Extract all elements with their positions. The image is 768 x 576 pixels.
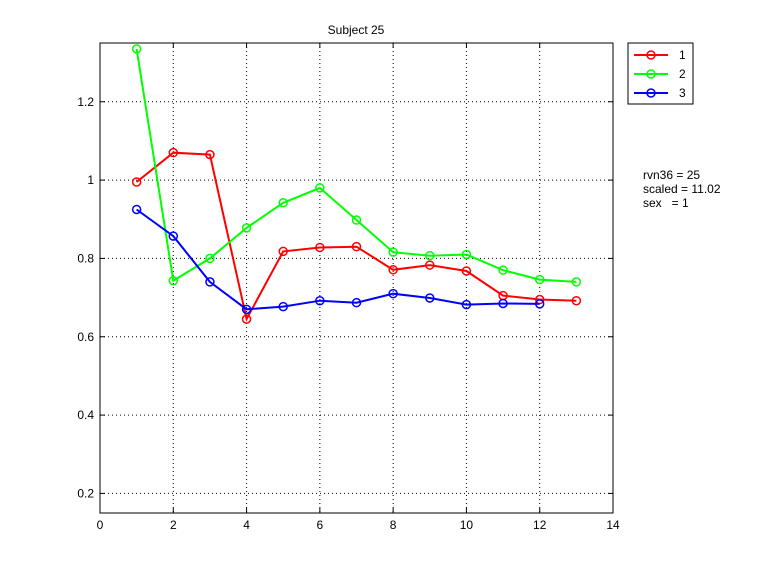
data-point-1 [315,242,325,253]
data-point-1 [131,177,142,187]
y-tick-label: 1.2 [77,95,94,109]
data-point-1 [241,314,252,324]
annotation-scaled: scaled = 11.02 [643,182,721,196]
x-tick-label: 14 [606,518,620,532]
series-line-1 [135,151,577,322]
x-tick-label: 0 [97,518,104,532]
chart-title: Subject 25 [328,23,385,37]
y-tick-label: 0.8 [77,251,94,265]
axes-background [100,43,613,513]
legend-marker-2 [646,69,656,79]
legend-label-1: 1 [679,48,686,62]
data-point-2 [461,249,472,260]
data-point-2 [168,275,179,286]
data-point-3 [278,301,288,312]
x-tick-label: 8 [390,518,397,532]
data-point-2 [131,44,142,54]
data-point-3 [168,231,179,241]
plot-area: 0 2 4 6 8 10 12 14 0.2 0.4 0.6 0.8 1 1.2 [77,42,620,532]
legend-marker-3 [646,88,656,98]
annotation-rvn36: rvn36 = 25 [643,168,701,182]
annotation-sex: sex = 1 [643,196,689,210]
data-point-3 [351,297,362,308]
data-point-1 [571,295,582,306]
data-point-2 [425,250,435,261]
data-point-1 [425,260,435,270]
data-point-3 [425,293,435,303]
legend-marker-1 [646,50,656,60]
legend-label-2: 2 [679,67,686,81]
data-point-1 [461,266,472,276]
data-point-2 [241,223,252,233]
data-point-2 [498,265,508,275]
data-point-1 [388,265,398,275]
data-point-2 [388,247,398,257]
data-point-2 [534,274,545,285]
y-tick-label: 1 [87,173,94,187]
series-line-2 [135,48,577,283]
data-point-1 [168,147,179,158]
data-point-3 [315,295,325,306]
data-point-3 [131,204,142,215]
y-tick-label: 0.2 [77,486,94,500]
x-tick-label: 4 [243,518,250,532]
x-tick-label: 2 [170,518,177,532]
axes-box [99,42,614,514]
data-point-2 [205,253,215,264]
data-point-3 [205,277,215,287]
data-point-3 [461,299,472,310]
data-point-3 [388,288,398,299]
x-tick-label: 6 [317,518,324,532]
data-point-1 [278,246,288,257]
data-point-2 [571,277,582,287]
x-tick-label: 10 [460,518,474,532]
legend-label-3: 3 [679,86,686,100]
legend: 1 2 3 [627,42,694,105]
data-point-1 [205,149,215,160]
data-point-1 [534,294,545,305]
data-point-3 [241,304,252,315]
y-tick-label: 0.6 [77,330,94,344]
x-tick-label: 12 [533,518,547,532]
data-point-2 [278,198,288,208]
data-point-1 [351,241,362,252]
data-point-3 [498,298,508,309]
series-line-3 [136,208,540,311]
y-tick-label: 0.4 [77,408,94,422]
data-point-2 [315,183,325,193]
data-point-3 [534,299,545,309]
data-point-2 [351,215,362,225]
